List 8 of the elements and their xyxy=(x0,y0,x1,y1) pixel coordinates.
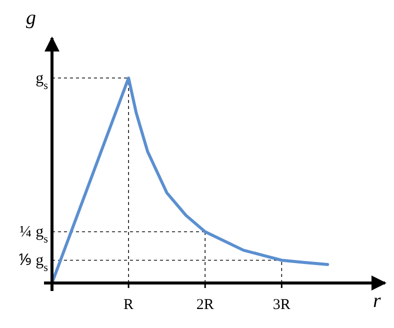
ref-line-label: ¼ g$_{s}$ xyxy=(20,224,48,246)
x-axis-title: r xyxy=(373,290,381,312)
ref-line-label: ⅑ g$_{s}$ xyxy=(18,252,48,274)
y-axis-title: g xyxy=(26,7,36,29)
x-tick-label: R xyxy=(124,297,134,313)
x-tick-label: 2R xyxy=(196,297,214,313)
x-tick-label: 3R xyxy=(272,297,290,313)
ref-line-label: g$_{s}$ xyxy=(36,70,48,92)
